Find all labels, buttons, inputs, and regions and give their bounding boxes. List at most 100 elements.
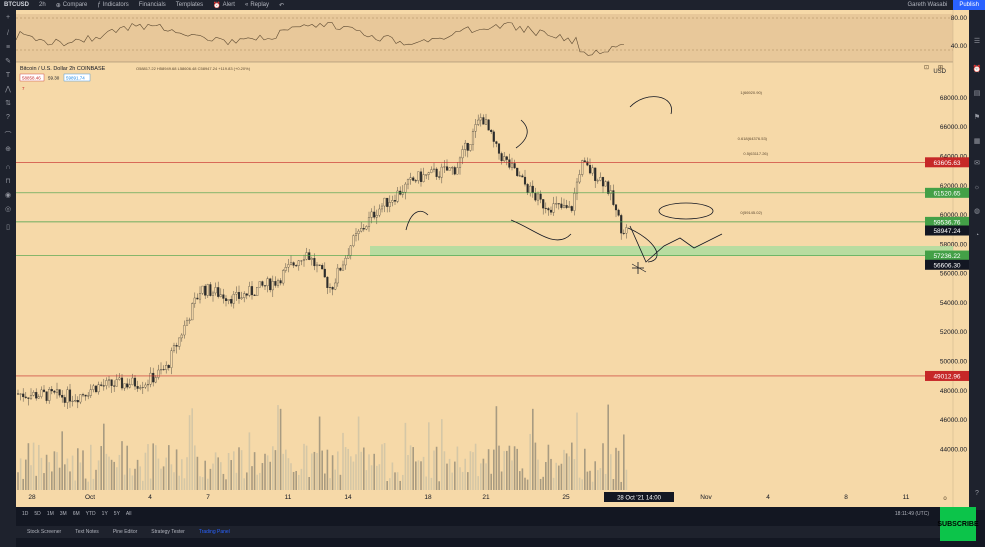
volume-bar	[238, 447, 240, 490]
volume-bar	[365, 470, 368, 490]
volume-bar	[129, 468, 131, 490]
candle-body	[235, 292, 238, 295]
volume-bar	[615, 447, 617, 490]
candle-body	[380, 205, 384, 210]
watchlist-icon[interactable]: ☰	[973, 38, 981, 45]
candle-body	[92, 385, 95, 390]
tab-trading-panel[interactable]: Trading Panel	[198, 529, 230, 535]
eye-icon[interactable]: ◉	[4, 192, 12, 199]
pattern-icon[interactable]: ⋀	[5, 86, 11, 93]
bid-box[interactable]	[19, 73, 45, 82]
ask-box[interactable]	[63, 73, 91, 82]
candle-body	[209, 284, 212, 296]
range-5y[interactable]: 5Y	[113, 511, 120, 517]
candle-body	[308, 252, 311, 260]
volume-bar	[100, 446, 102, 490]
ask-price: 59891.74	[66, 76, 85, 81]
range-3m[interactable]: 3M	[59, 511, 67, 517]
volume-bar	[485, 463, 487, 490]
volume-bar	[534, 442, 537, 490]
tab-stock-screener[interactable]: Stock Screener	[27, 529, 62, 535]
tab-text-notes[interactable]: Text Notes	[75, 529, 99, 535]
zoom-icon[interactable]: ⊕	[5, 146, 11, 153]
prediction-icon[interactable]: ⇅	[5, 100, 11, 107]
candle-body	[279, 280, 282, 284]
trash-icon[interactable]: ▯	[6, 224, 10, 231]
financials-button[interactable]: Financials	[139, 2, 166, 8]
indicators-button[interactable]: ƒ Indicators	[97, 2, 128, 8]
volume-bar	[524, 477, 526, 490]
settings-icon[interactable]: ⊞	[938, 65, 943, 71]
text-icon[interactable]: T	[5, 72, 11, 79]
data-window-icon[interactable]: ▤	[973, 90, 981, 97]
candle-body	[505, 156, 508, 160]
tab-strategy-tester[interactable]: Strategy Tester	[151, 529, 185, 535]
utc-clock[interactable]: 18:11:49 (UTC)	[894, 511, 929, 517]
hotlist-icon[interactable]: ⚑	[973, 114, 981, 121]
alert-button[interactable]: ⏰ Alert	[213, 2, 235, 9]
candle-body	[157, 369, 160, 378]
visibility-icon[interactable]: ◎	[4, 206, 12, 213]
streams-icon[interactable]: ◍	[973, 208, 981, 215]
templates-button[interactable]: Templates	[176, 2, 203, 8]
alerts-icon[interactable]: ⏰	[972, 66, 982, 73]
time-axis[interactable]: 28 Oct 4 7 11 14 18 21 25 Nov 4 8 11	[28, 494, 909, 501]
user-menu[interactable]: Gareth Wasabi	[907, 2, 948, 8]
volume-bar	[27, 443, 30, 490]
volume-bar	[45, 454, 48, 490]
candle-body	[258, 281, 261, 288]
volume-bar	[498, 445, 500, 490]
help-circle-icon[interactable]: ?	[975, 490, 979, 497]
range-ytd[interactable]: YTD	[85, 511, 96, 517]
ruler-icon[interactable]: ⌒	[4, 132, 12, 139]
magnet-icon[interactable]: ∩	[5, 164, 11, 171]
tab-pine-editor[interactable]: Pine Editor	[112, 529, 138, 535]
chat-icon[interactable]: ✉	[974, 160, 980, 167]
volume-bar	[217, 457, 219, 490]
trendline-icon[interactable]: /	[7, 30, 9, 37]
price-axis[interactable]: 80.00 40.00 68000.00 66000.00 64000.00 62000.…	[940, 15, 967, 453]
calendar-icon[interactable]: ▦	[973, 138, 981, 145]
interval-selector[interactable]: 2h	[39, 2, 46, 8]
volume-bar	[282, 453, 284, 490]
range-1m[interactable]: 1M	[46, 511, 54, 517]
candle-body	[105, 380, 108, 386]
maximize-icon[interactable]: ⊡	[924, 65, 929, 71]
candle-body	[609, 190, 612, 194]
candle-body	[388, 202, 391, 207]
subscribe-badge[interactable]: SUBSCRIBE	[937, 507, 979, 541]
range-1d[interactable]: 1D	[22, 511, 29, 517]
brush-icon[interactable]: ✎	[5, 58, 11, 65]
volume-bar	[235, 472, 238, 490]
range-all[interactable]: All	[125, 511, 132, 517]
auto-scale-icon[interactable]: o	[943, 496, 947, 502]
symbol-search[interactable]: BTCUSD	[4, 2, 29, 8]
lock-icon[interactable]: ⊓	[5, 178, 11, 185]
notifications-icon[interactable]: ◔	[974, 232, 980, 239]
fib-icon[interactable]: ≡	[5, 44, 11, 51]
candle-body	[206, 284, 209, 296]
range-6m[interactable]: 6M	[72, 511, 80, 517]
candle-body	[544, 207, 547, 209]
crosshair-icon[interactable]: +	[5, 14, 11, 21]
volume-bar	[378, 464, 381, 490]
volume-bar	[321, 450, 323, 490]
replay-button[interactable]: «Replay	[245, 2, 269, 8]
candle-body	[144, 384, 147, 388]
undo-button[interactable]: ↶	[279, 2, 285, 9]
candle-body	[443, 166, 446, 168]
candle-body	[529, 185, 532, 193]
volume-bar	[136, 459, 139, 490]
range-5d[interactable]: 5D	[34, 511, 41, 517]
volume-bar	[259, 472, 261, 490]
price-chart[interactable]: 80.00 40.00 68000.00 66000.00 64000.00 62000.…	[15, 10, 969, 507]
compare-button[interactable]: ⊕ Compare	[56, 2, 88, 9]
compare-label: Compare	[62, 2, 88, 8]
ideas-icon[interactable]: ☼	[973, 184, 981, 191]
volume-bar	[586, 471, 589, 490]
help-icon[interactable]: ?	[6, 114, 10, 121]
range-1y[interactable]: 1Y	[101, 511, 108, 517]
candle-body	[435, 168, 438, 177]
chart-pane[interactable]: 80.00 40.00 68000.00 66000.00 64000.00 62000.…	[15, 10, 969, 507]
publish-button[interactable]: Publish	[953, 0, 985, 10]
